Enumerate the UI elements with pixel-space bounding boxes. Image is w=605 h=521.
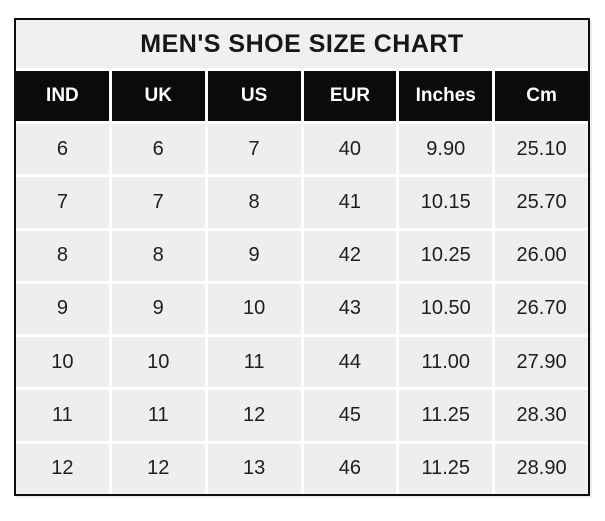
table-cell: 26.00 bbox=[495, 230, 588, 281]
table-cell: 11.25 bbox=[399, 390, 493, 441]
table-cell: 9 bbox=[207, 230, 301, 281]
table-cell: 27.90 bbox=[495, 337, 588, 388]
table-cell: 12 bbox=[16, 443, 109, 494]
table-cell: 11 bbox=[111, 390, 205, 441]
table-cell: 11 bbox=[207, 337, 301, 388]
table-cell: 25.70 bbox=[495, 177, 588, 228]
table-cell: 28.90 bbox=[495, 443, 588, 494]
table-cell: 42 bbox=[303, 230, 397, 281]
table-cell: 11 bbox=[16, 390, 109, 441]
table-cell: 10.15 bbox=[399, 177, 493, 228]
table-cell: 10.50 bbox=[399, 283, 493, 335]
table-cell: 43 bbox=[303, 283, 397, 335]
size-chart-table: MEN'S SHOE SIZE CHART IND UK US EUR Inch… bbox=[14, 18, 590, 496]
table-cell: 7 bbox=[16, 177, 109, 228]
header-cell-ind: IND bbox=[16, 71, 109, 121]
table-cell: 12 bbox=[207, 390, 301, 441]
table-cell: 6 bbox=[111, 124, 205, 175]
header-cell-inches: Inches bbox=[399, 71, 493, 121]
table-cell: 44 bbox=[303, 337, 397, 388]
table-cell: 10.25 bbox=[399, 230, 493, 281]
table-cell: 9 bbox=[111, 283, 205, 335]
header-cell-cm: Cm bbox=[495, 71, 588, 121]
table-cell: 13 bbox=[207, 443, 301, 494]
header-cell-eur: EUR bbox=[303, 71, 397, 121]
table-cell: 41 bbox=[303, 177, 397, 228]
table-cell: 10 bbox=[207, 283, 301, 335]
header-cell-us: US bbox=[207, 71, 301, 121]
table-cell: 45 bbox=[303, 390, 397, 441]
table-cell: 10 bbox=[16, 337, 109, 388]
table-cell: 12 bbox=[111, 443, 205, 494]
table-cell: 46 bbox=[303, 443, 397, 494]
table-cell: 6 bbox=[16, 124, 109, 175]
table-cell: 11.25 bbox=[399, 443, 493, 494]
table-cell: 9.90 bbox=[399, 124, 493, 175]
table-cell: 10 bbox=[111, 337, 205, 388]
header-cell-uk: UK bbox=[111, 71, 205, 121]
table-cell: 7 bbox=[207, 124, 301, 175]
table-cell: 8 bbox=[111, 230, 205, 281]
table-cell: 11.00 bbox=[399, 337, 493, 388]
table-cell: 26.70 bbox=[495, 283, 588, 335]
table-cell: 25.10 bbox=[495, 124, 588, 175]
table-cell: 28.30 bbox=[495, 390, 588, 441]
table-cell: 9 bbox=[16, 283, 109, 335]
table-cell: 8 bbox=[207, 177, 301, 228]
table-cell: 7 bbox=[111, 177, 205, 228]
chart-title: MEN'S SHOE SIZE CHART bbox=[16, 20, 588, 68]
table-cell: 8 bbox=[16, 230, 109, 281]
table-cell: 40 bbox=[303, 124, 397, 175]
